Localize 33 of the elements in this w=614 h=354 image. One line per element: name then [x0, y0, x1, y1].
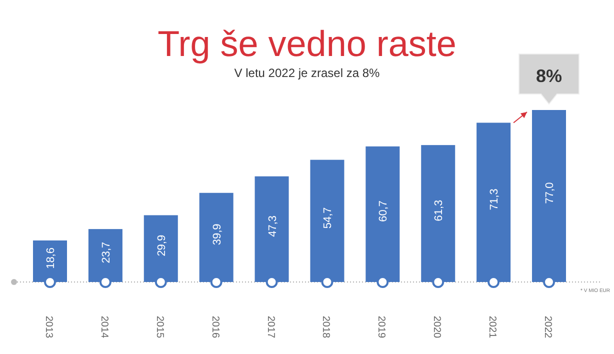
bar: [254, 176, 289, 282]
bar: [144, 215, 178, 282]
chart-title: Trg še vedno raste: [158, 23, 456, 64]
data-label: 39,9: [211, 224, 224, 246]
data-label: 29,9: [156, 234, 168, 256]
x-tick-label: 2021: [486, 316, 498, 339]
x-tick-label: 2019: [376, 316, 387, 339]
x-tick-label: 2017: [264, 316, 276, 339]
data-label: 54,7: [322, 207, 334, 229]
bar: [476, 122, 511, 282]
x-tick-label: 2015: [154, 316, 165, 339]
bar: [199, 192, 234, 282]
x-tick-label: 2020: [431, 316, 442, 339]
chart-subtitle: V letu 2022 je zrasel za 8%: [234, 66, 380, 80]
bar: [532, 110, 566, 282]
data-label: 71,3: [488, 188, 501, 210]
data-label: 18,6: [45, 248, 57, 269]
x-tick-label: 2014: [98, 316, 110, 339]
bar: [33, 240, 67, 282]
data-label: 47,3: [266, 215, 279, 237]
data-label: 60,7: [378, 200, 390, 222]
bar: [310, 160, 344, 282]
data-label: 77,0: [544, 182, 556, 204]
x-tick-label: 2022: [542, 316, 553, 339]
data-label: 23,7: [100, 242, 112, 264]
bar: [88, 229, 122, 282]
x-tick-label: 2013: [43, 316, 54, 339]
bar: [366, 146, 400, 282]
annotation: 8%: [536, 66, 562, 86]
data-label: 61,3: [433, 200, 446, 222]
x-tick-label: 2018: [320, 316, 332, 339]
bar: [421, 145, 456, 282]
x-tick-label: 2016: [209, 316, 220, 339]
